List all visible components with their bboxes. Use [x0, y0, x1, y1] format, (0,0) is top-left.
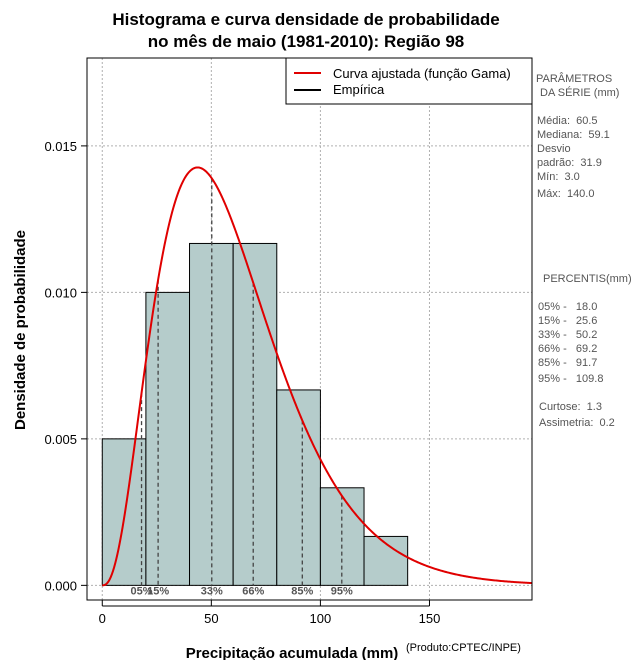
x-tick-label-1: 50 — [204, 611, 218, 626]
percentile-lines: 05%15% 33% 66% 85% 95% — [131, 178, 353, 597]
percentile-label-3: 66% — [242, 585, 264, 597]
y-tick-label-1: 0.005 — [44, 432, 77, 447]
series-parameters-panel: PARÂMETROS DA SÉRIE (mm) Média: 60.5 Med… — [536, 72, 619, 200]
percentile-label-0: 05% — [131, 585, 153, 597]
param-max: Máx: 140.0 — [537, 188, 594, 200]
y-tick-label-2: 0.010 — [44, 285, 77, 300]
y-tick-label-0: 0.000 — [44, 578, 77, 593]
legend-label-curve: Curva ajustada (função Gama) — [333, 66, 511, 81]
x-axis-label: Precipitação acumulada (mm) — [186, 645, 399, 660]
histogram-bar-1 — [145, 291, 191, 586]
x-tick-label-2: 100 — [310, 611, 332, 626]
percentiles-panel: PERCENTIS(mm) 05% - 18.0 15% - 25.6 33% … — [538, 273, 632, 429]
percentile-label-1: 15% — [147, 585, 169, 597]
chart-title-line-1: Histograma e curva densidade de probabil… — [112, 10, 499, 29]
skewness: Assimetria: 0.2 — [539, 417, 615, 429]
histogram-bar-2 — [189, 242, 234, 586]
y-tick-label-3: 0.015 — [44, 139, 77, 154]
y-axis-ticks: 0.000 0.005 0.010 0.015 — [44, 139, 87, 593]
histogram-bar-3 — [232, 242, 278, 586]
percentil-05: 05% - 18.0 — [538, 301, 597, 313]
percentile-label-5: 95% — [331, 585, 353, 597]
y-axis-label: Densidade de probabilidade — [12, 230, 29, 430]
param-mean: Média: 60.5 — [537, 115, 598, 127]
percentil-95: 95% - 109.8 — [538, 373, 603, 385]
legend: Curva ajustada (função Gama) Empírica — [285, 57, 533, 105]
gamma-curve — [102, 166, 533, 587]
product-credit: (Produto:CPTEC/INPE) — [406, 642, 521, 654]
percentil-15: 15% - 25.6 — [538, 315, 597, 327]
percentis-title: PERCENTIS(mm) — [543, 273, 632, 285]
histogram-bar-4 — [276, 389, 321, 586]
percentile-label-4: 85% — [291, 585, 313, 597]
param-min: Mín: 3.0 — [537, 171, 580, 183]
histogram-bar-5 — [319, 487, 365, 586]
chart-title-line-2: no mês de maio (1981-2010): Região 98 — [148, 32, 465, 51]
histogram-bars — [101, 242, 409, 586]
x-tick-label-3: 150 — [419, 611, 441, 626]
param-median: Mediana: 59.1 — [537, 129, 610, 141]
kurtosis: Curtose: 1.3 — [539, 401, 602, 413]
params-title-line-2: DA SÉRIE (mm) — [540, 86, 619, 99]
legend-box — [285, 57, 533, 105]
x-axis-ticks: 0 50 100 150 — [99, 600, 441, 626]
x-tick-label-0: 0 — [99, 611, 106, 626]
percentile-label-2: 33% — [201, 585, 223, 597]
percentil-85: 85% - 91.7 — [538, 357, 597, 369]
percentil-66: 66% - 69.2 — [538, 343, 597, 355]
params-title-line-1: PARÂMETROS — [536, 72, 612, 85]
percentil-33: 33% - 50.2 — [538, 329, 597, 341]
param-stddev: padrão: 31.9 — [537, 157, 602, 169]
legend-label-empirical: Empírica — [333, 82, 385, 97]
param-stddev-label: Desvio — [537, 143, 571, 155]
